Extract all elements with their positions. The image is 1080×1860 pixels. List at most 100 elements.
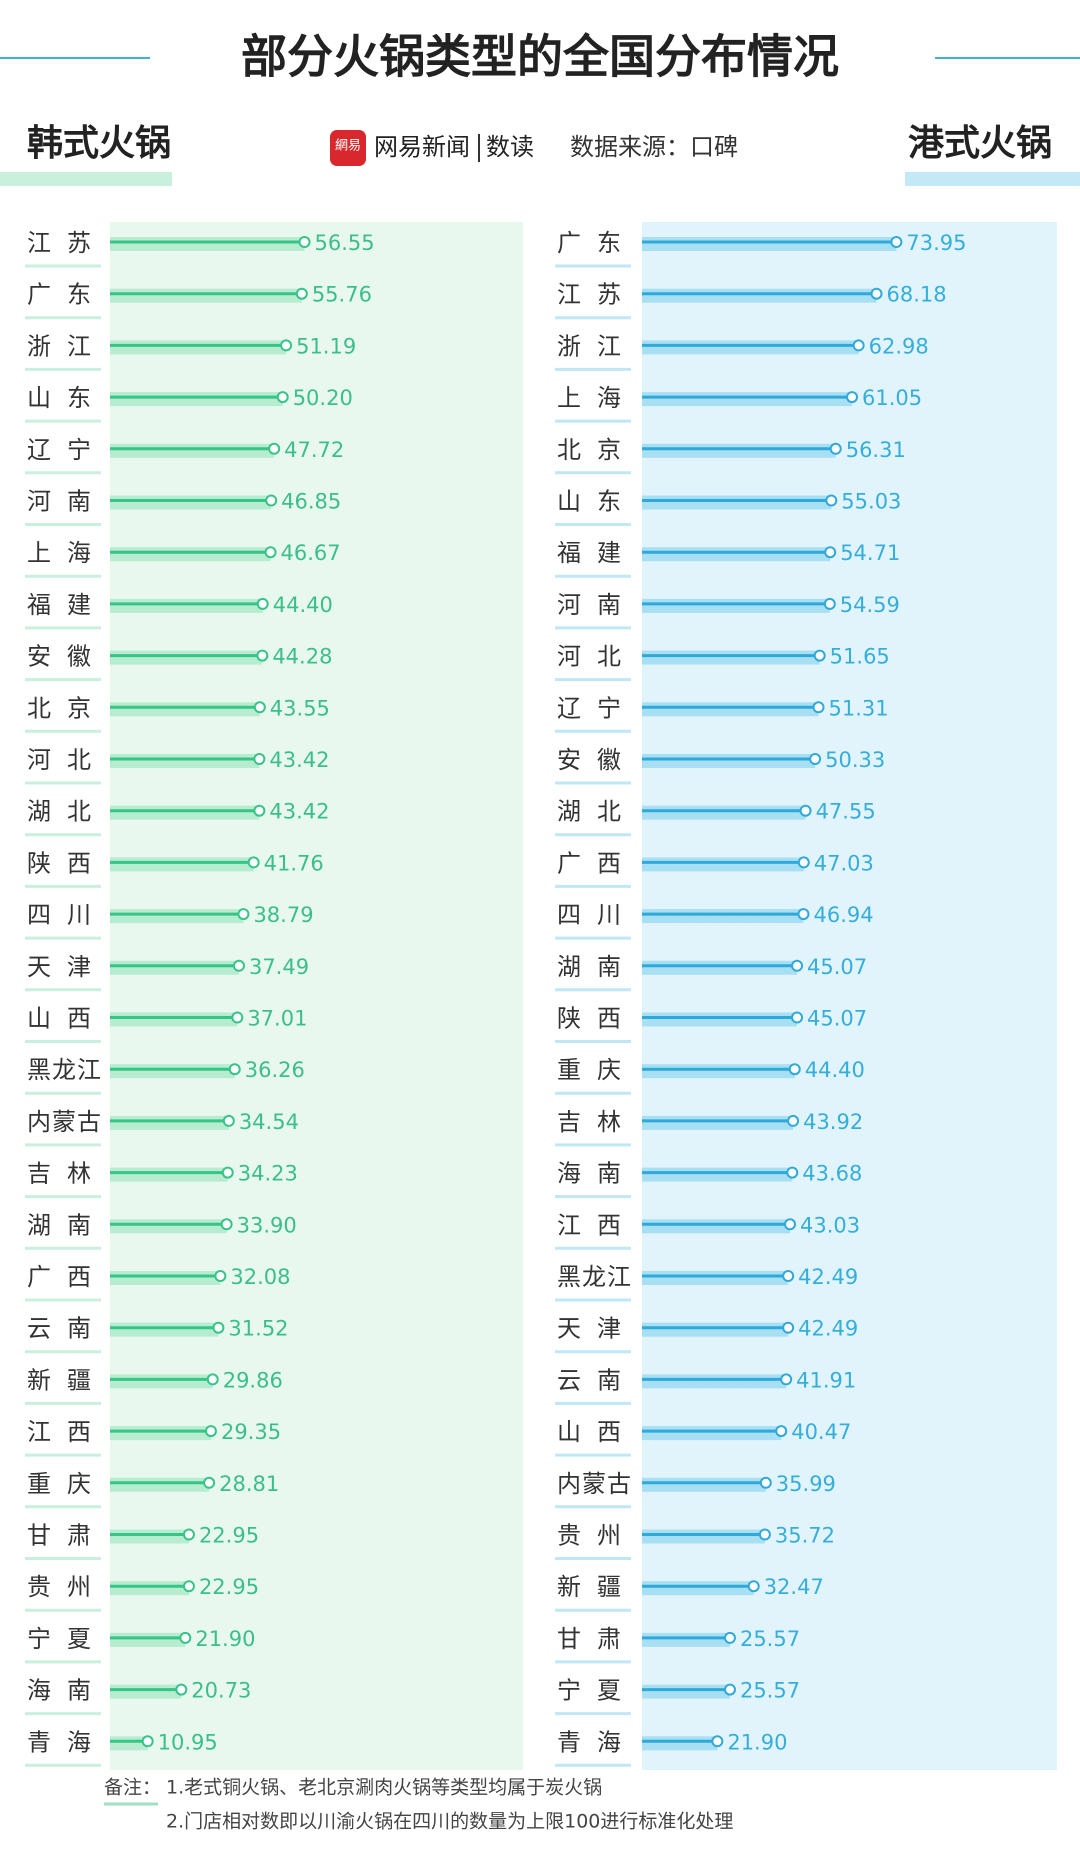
category-label: 北京 <box>27 694 91 722</box>
category-label: 安徽 <box>557 746 621 774</box>
value-label: 25.57 <box>740 1679 800 1703</box>
bar <box>110 960 239 975</box>
bar-end <box>852 339 865 352</box>
value-label: 36.26 <box>245 1058 305 1082</box>
bar <box>642 857 804 872</box>
value-label: 28.81 <box>219 1472 279 1496</box>
bar-end <box>228 1063 241 1076</box>
bar <box>642 1477 766 1492</box>
bar <box>642 702 819 717</box>
bar-end <box>782 1270 795 1282</box>
bar <box>110 598 263 613</box>
category-label: 青海 <box>557 1728 621 1756</box>
category-label: 黑龙江 <box>557 1263 631 1291</box>
panel-background <box>642 222 1057 1770</box>
value-label: 56.31 <box>846 438 906 462</box>
category-label: 河南 <box>27 488 91 516</box>
value-label: 43.42 <box>269 800 329 824</box>
bar <box>110 237 305 251</box>
value-label: 43.03 <box>800 1213 860 1237</box>
bar-end <box>829 442 842 455</box>
bar-end <box>723 1631 736 1644</box>
header-bar <box>0 172 172 186</box>
bar-end <box>298 236 311 248</box>
bar-end <box>276 391 289 404</box>
bar <box>110 1012 238 1027</box>
category-label: 吉林 <box>557 1108 621 1136</box>
category-label: 天津 <box>557 1315 621 1343</box>
category-label: 江西 <box>557 1211 621 1239</box>
panel-title: 韩式火锅 <box>27 123 171 164</box>
value-label: 47.72 <box>284 438 344 462</box>
bar <box>642 805 806 820</box>
category-label: 河南 <box>557 591 621 619</box>
category-label: 山西 <box>27 1005 91 1033</box>
value-label: 21.90 <box>195 1627 255 1651</box>
value-label: 41.76 <box>264 851 324 875</box>
bar-end <box>182 1528 195 1541</box>
category-label: 浙江 <box>27 332 91 360</box>
category-label: 湖南 <box>27 1211 91 1239</box>
category-label: 黑龙江 <box>27 1056 101 1084</box>
category-label: 安徽 <box>27 643 91 671</box>
bar-end <box>253 753 266 765</box>
bar <box>642 754 816 768</box>
bar-end <box>759 1476 772 1489</box>
bar <box>642 1426 782 1441</box>
bar-end <box>784 1218 797 1231</box>
value-label: 44.40 <box>805 1058 865 1082</box>
bar-end <box>247 856 260 869</box>
bar <box>642 1684 730 1699</box>
value-label: 20.73 <box>191 1679 251 1703</box>
category-label: 云南 <box>557 1366 621 1394</box>
category-label: 贵州 <box>557 1522 621 1550</box>
value-label: 32.47 <box>764 1575 824 1599</box>
category-label: 广西 <box>557 849 621 877</box>
bar <box>642 1374 787 1389</box>
bar-end <box>890 236 903 248</box>
bar-end <box>295 287 308 300</box>
category-label: 辽宁 <box>27 436 91 464</box>
category-label: 广东 <box>557 229 621 257</box>
bar <box>642 1064 795 1079</box>
bar-end <box>221 1166 234 1179</box>
bar-end <box>786 1166 799 1179</box>
value-label: 22.95 <box>199 1524 259 1548</box>
value-label: 41.91 <box>796 1368 856 1392</box>
chart-title: 部分火锅类型的全国分布情况 <box>241 30 839 84</box>
value-label: 10.95 <box>158 1730 218 1754</box>
bar <box>642 650 820 665</box>
bar <box>642 392 853 407</box>
value-label: 35.99 <box>776 1472 836 1496</box>
value-label: 47.55 <box>816 800 876 824</box>
bar-end <box>214 1270 227 1282</box>
brand-name: 网易新闻 <box>374 133 470 161</box>
category-label: 海南 <box>27 1677 91 1705</box>
bar-end <box>268 442 281 455</box>
bar <box>110 1219 227 1234</box>
value-label: 51.19 <box>296 334 356 358</box>
category-label: 新疆 <box>557 1573 621 1601</box>
bar-end <box>775 1425 788 1438</box>
value-label: 61.05 <box>862 386 922 410</box>
value-label: 34.23 <box>238 1162 298 1186</box>
bar <box>110 1167 228 1182</box>
bar <box>110 1374 213 1389</box>
category-label: 江苏 <box>557 281 621 309</box>
value-label: 46.67 <box>281 541 341 565</box>
bar-end <box>237 908 250 921</box>
bar-end <box>797 908 810 921</box>
bar-end <box>220 1218 233 1231</box>
value-label: 47.03 <box>814 851 874 875</box>
category-label: 宁夏 <box>27 1625 91 1653</box>
category-label: 福建 <box>27 591 91 619</box>
bar <box>110 495 272 510</box>
value-label: 37.49 <box>249 955 309 979</box>
value-label: 43.68 <box>802 1162 862 1186</box>
category-label: 青海 <box>27 1728 91 1756</box>
value-label: 55.76 <box>312 283 372 307</box>
bar-end <box>182 1580 195 1593</box>
category-label: 吉林 <box>27 1160 91 1188</box>
bar-end <box>204 1425 217 1438</box>
bar-end <box>747 1580 760 1593</box>
